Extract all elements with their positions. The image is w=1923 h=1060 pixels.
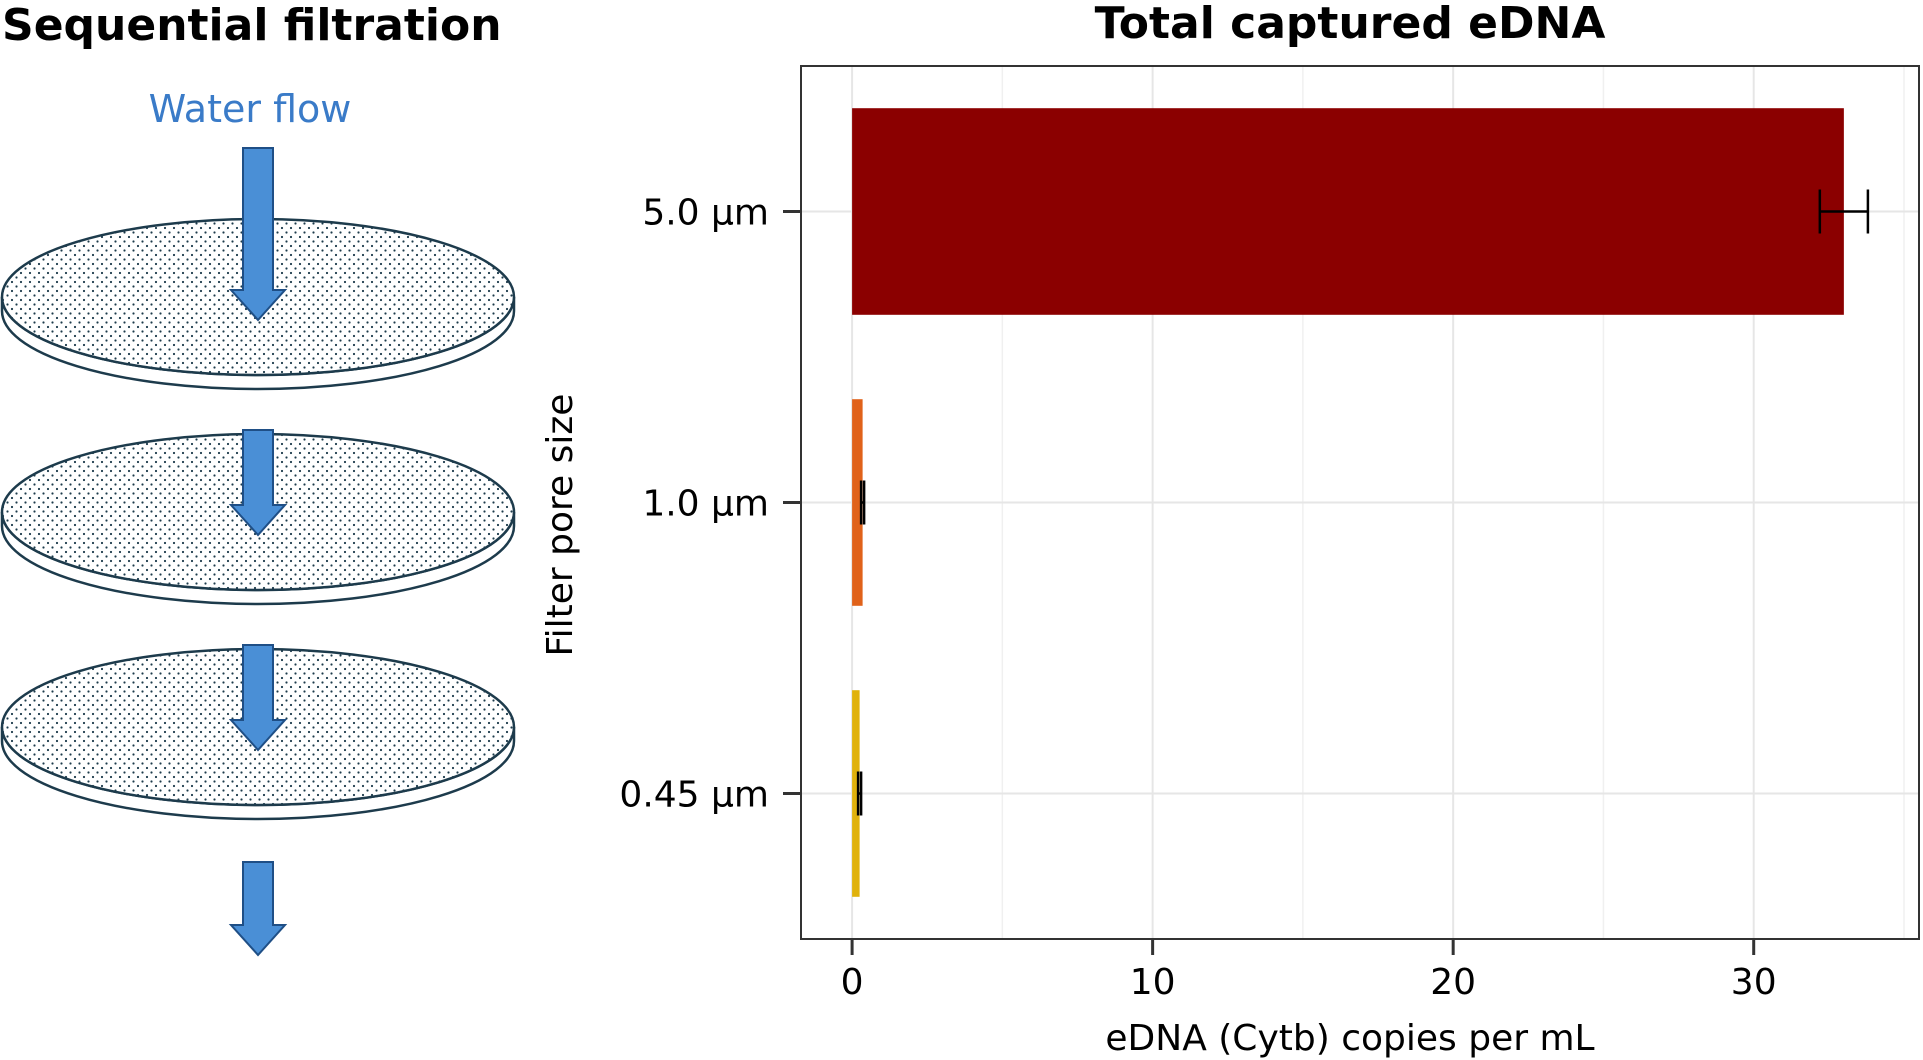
y-axis-label: Filter pore size <box>540 394 581 657</box>
x-tick-label: 20 <box>1430 962 1476 1003</box>
diagram-title: Sequential filtration <box>2 0 502 51</box>
flow-arrow-2 <box>228 429 288 537</box>
y-tick-label: 1.0 µm <box>642 484 769 525</box>
x-axis-label: eDNA (Cytb) copies per mL <box>1105 1018 1594 1059</box>
bar-3 <box>852 690 860 897</box>
x-tick-label: 10 <box>1130 962 1176 1003</box>
flow-arrow-4 <box>228 861 288 957</box>
flow-arrow-3 <box>228 644 288 752</box>
error-bars <box>856 189 1870 816</box>
flow-arrow-1 <box>228 147 288 322</box>
filter-stack <box>0 147 516 957</box>
bar-2 <box>852 399 863 606</box>
filtration-diagram: Sequential filtration Water flow <box>0 0 516 957</box>
bar-chart: Total captured eDNA 5.0 µm1.0 µm0.45 µm … <box>540 0 1920 1059</box>
water-flow-label: Water flow <box>149 87 352 131</box>
x-tick-label: 0 <box>841 962 864 1003</box>
y-axis: 5.0 µm 1.0 µm 0.45 µm <box>619 193 801 816</box>
bar-1 <box>852 108 1844 315</box>
x-tick-label: 30 <box>1731 962 1777 1003</box>
x-axis: 0 10 20 30 <box>841 939 1777 1003</box>
bars <box>852 108 1844 897</box>
chart-title: Total captured eDNA <box>1095 0 1606 49</box>
y-tick-label: 0.45 µm <box>619 775 769 816</box>
y-tick-label: 5.0 µm <box>642 193 769 234</box>
